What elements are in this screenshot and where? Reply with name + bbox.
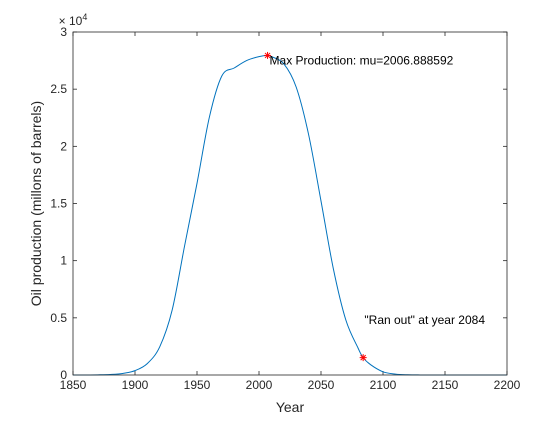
- x-tick-label: 1950: [184, 378, 211, 392]
- marker-stroke: [360, 354, 367, 361]
- marker-stroke: [264, 52, 271, 59]
- asterisk-marker: [264, 51, 272, 59]
- annotations-group: Max Production: mu=2006.888592 "Ran out" …: [270, 54, 486, 328]
- y-tick-label: 1.5: [50, 197, 67, 211]
- annotation-text: "Ran out" at year 2084: [364, 313, 485, 327]
- x-tick-label: 2150: [432, 378, 459, 392]
- x-tick-label: 2100: [370, 378, 397, 392]
- asterisk-marker: [359, 354, 367, 362]
- y-tick-label: 2: [60, 139, 67, 153]
- plot-area: [73, 32, 507, 375]
- x-tick-label: 2050: [308, 378, 335, 392]
- y-exponent-base: × 104: [59, 12, 88, 28]
- x-axis-label: Year: [276, 399, 305, 415]
- markers-group: [264, 51, 367, 362]
- y-axis-label: Oil production (millons of barrels): [28, 101, 44, 306]
- x-tick-label: 2000: [246, 378, 273, 392]
- y-tick-label: 0.5: [50, 311, 67, 325]
- x-tick-label: 1900: [122, 378, 149, 392]
- y-tick-label: 2.5: [50, 82, 67, 96]
- x-tick-label: 2200: [494, 378, 521, 392]
- ticks-group: 1850 1900 1950 2000 2050 2100 2150 2200 0 0.5 1 1.5…: [50, 25, 520, 392]
- y-tick-label: 1: [60, 254, 67, 268]
- axes-box: [72, 31, 508, 376]
- x-tick-label: 1850: [60, 378, 87, 392]
- y-tick-label: 3: [60, 25, 67, 39]
- y-tick-label: 0: [60, 368, 67, 382]
- annotation-text: Max Production: mu=2006.888592: [270, 54, 454, 68]
